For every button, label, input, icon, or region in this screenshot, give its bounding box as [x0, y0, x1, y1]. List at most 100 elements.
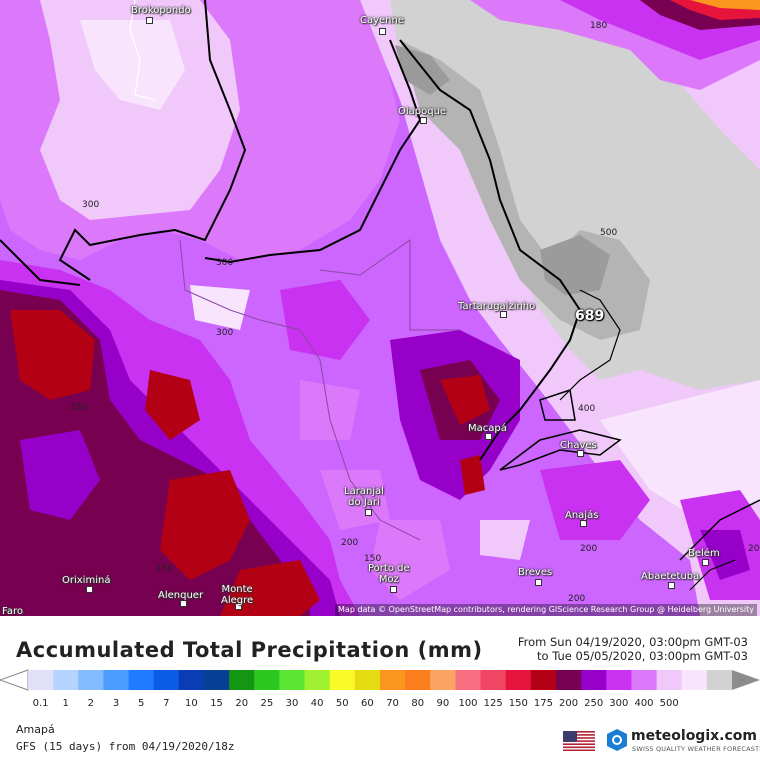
- scale-tick-label: 30: [285, 698, 299, 709]
- scale-tick-label: 90: [436, 698, 450, 709]
- contour-label: 500: [600, 228, 618, 238]
- city-marker: [668, 582, 675, 589]
- scale-swatch: [128, 670, 155, 690]
- scale-swatch: [103, 670, 130, 690]
- city-marker: [500, 311, 507, 318]
- scale-swatch: [254, 670, 280, 690]
- contour-label: 300: [82, 200, 100, 210]
- scale-tick-label: 20: [235, 698, 249, 709]
- city-label-cayenne: Cayenne: [360, 15, 405, 26]
- city-marker: [485, 433, 492, 440]
- scale-swatch: [405, 670, 431, 690]
- city-label-oiapoque: Oiapoque: [398, 106, 447, 117]
- precipitation-field: [0, 0, 760, 616]
- city-label-macapa: Macapá: [468, 423, 507, 434]
- city-marker: [535, 579, 542, 586]
- scale-swatch: [53, 670, 79, 690]
- scale-tick-label: 15: [210, 698, 223, 709]
- scale-swatch: [556, 670, 582, 690]
- contour-label: 150: [364, 554, 382, 564]
- scale-tick-label: 300: [609, 698, 629, 709]
- city-marker: [86, 586, 93, 593]
- brand-tagline: SWISS QUALITY WEATHER FORECASTING: [632, 745, 760, 753]
- city-label-alenquer: Alenquer: [158, 590, 204, 601]
- scale-swatch: [204, 670, 230, 690]
- map-attribution: Map data © OpenStreetMap contributors, r…: [335, 604, 757, 616]
- brand-name[interactable]: meteologix.com: [631, 728, 757, 744]
- city-label-anajas: Anajás: [565, 510, 599, 521]
- city-marker: [702, 559, 709, 566]
- scale-swatch: [480, 670, 507, 690]
- scale-swatch: [505, 670, 532, 690]
- scale-swatch: [78, 670, 104, 690]
- scale-tick-label: 250: [584, 698, 604, 709]
- city-marker: [379, 28, 386, 35]
- scale-tick-label: 60: [361, 698, 374, 709]
- contour-label: 150: [70, 403, 88, 413]
- scale-swatch: [606, 670, 632, 690]
- scale-swatch: [455, 670, 482, 690]
- period-to: to Tue 05/05/2020, 03:00pm GMT-03: [537, 649, 748, 663]
- scale-tick-label: 175: [533, 698, 553, 709]
- scale-tick-label: 5: [137, 698, 145, 709]
- scale-swatch: [153, 670, 180, 690]
- scale-swatch: [329, 670, 356, 690]
- city-label-monte-alegre: Monte Alegre: [221, 584, 254, 606]
- scale-tick-label: 70: [386, 698, 399, 709]
- city-label-tartarugalzinho: Tartarugalzinho: [458, 301, 536, 312]
- scale-swatch: [656, 670, 683, 690]
- city-marker: [390, 586, 397, 593]
- city-marker: [146, 17, 153, 24]
- scale-swatch: [354, 670, 381, 690]
- scale-tick-label: 1: [62, 698, 69, 709]
- city-marker: [235, 603, 242, 610]
- scale-tick-label: 200: [559, 698, 579, 709]
- contour-label: 200: [580, 544, 598, 554]
- city-label-belem: Belém: [688, 548, 720, 559]
- contour-label: 300: [216, 328, 234, 338]
- scale-swatch: [706, 670, 733, 690]
- contour-label: 300: [216, 258, 234, 268]
- scale-tick-label: 2: [87, 698, 95, 709]
- scale-tick-label: 100: [458, 698, 478, 709]
- region-name: Amapá: [16, 723, 55, 736]
- scale-swatch: [380, 670, 406, 690]
- city-label-porto-de-moz: Porto de Moz: [368, 563, 410, 585]
- city-marker: [580, 520, 587, 527]
- city-marker: [180, 600, 187, 607]
- city-label-faro: Faro: [2, 606, 23, 616]
- city-label-chaves: Chaves: [560, 440, 597, 451]
- period-from: From Sun 04/19/2020, 03:00pm GMT-03: [517, 635, 748, 649]
- legend-title: Accumulated Total Precipitation (mm): [16, 638, 483, 662]
- scale-swatch: [631, 670, 658, 690]
- scale-tick-label: 10: [185, 698, 198, 709]
- scale-swatch: [581, 670, 607, 690]
- city-label-abaetetuba: Abaetetuba: [641, 571, 700, 582]
- scale-tick-label: 7: [163, 698, 170, 709]
- city-label-oriximina: Oriximiná: [62, 575, 111, 586]
- city-label-breves: Breves: [518, 567, 553, 578]
- scale-min-arrow: [0, 669, 29, 691]
- scale-tick-label: 40: [310, 698, 324, 709]
- scale-tick-label: 3: [112, 698, 120, 709]
- city-marker: [577, 450, 584, 457]
- meteologix-logo-icon[interactable]: [606, 728, 628, 752]
- scale-swatch: [430, 670, 456, 690]
- precipitation-map[interactable]: 300 300 300 150 150 150 200 200 200 400 …: [0, 0, 760, 616]
- us-flag-icon[interactable]: [563, 731, 595, 751]
- scale-swatch: [28, 670, 54, 690]
- contour-label: 400: [578, 404, 596, 414]
- city-label-brokopondo: Brokopondo: [131, 5, 191, 16]
- scale-swatch: [279, 670, 306, 690]
- max-value-label: 689: [575, 308, 605, 324]
- contour-label: 150: [156, 564, 174, 574]
- scale-tick-label: 50: [335, 698, 349, 709]
- scale-swatch: [530, 670, 557, 690]
- city-label-laranjal-do-jari: Laranjal do Jari: [344, 486, 384, 508]
- scale-swatch: [304, 670, 331, 690]
- scale-tick-label: 500: [659, 698, 679, 709]
- model-run: GFS (15 days) from 04/19/2020/18z: [16, 740, 235, 753]
- city-marker: [420, 117, 427, 124]
- scale-tick-label: 400: [634, 698, 654, 709]
- contour-label: 200: [568, 594, 586, 604]
